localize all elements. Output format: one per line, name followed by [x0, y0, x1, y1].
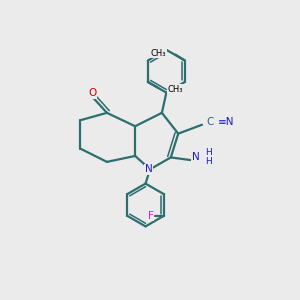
- Text: CH₃: CH₃: [151, 49, 167, 58]
- Text: F: F: [148, 211, 154, 221]
- Text: H: H: [205, 148, 212, 158]
- Text: N: N: [192, 152, 200, 162]
- Text: ≡N: ≡N: [218, 117, 235, 127]
- Text: C: C: [206, 117, 213, 127]
- Text: CH₃: CH₃: [168, 85, 183, 94]
- Text: N: N: [145, 164, 152, 174]
- Text: H: H: [205, 158, 212, 166]
- Text: O: O: [88, 88, 96, 98]
